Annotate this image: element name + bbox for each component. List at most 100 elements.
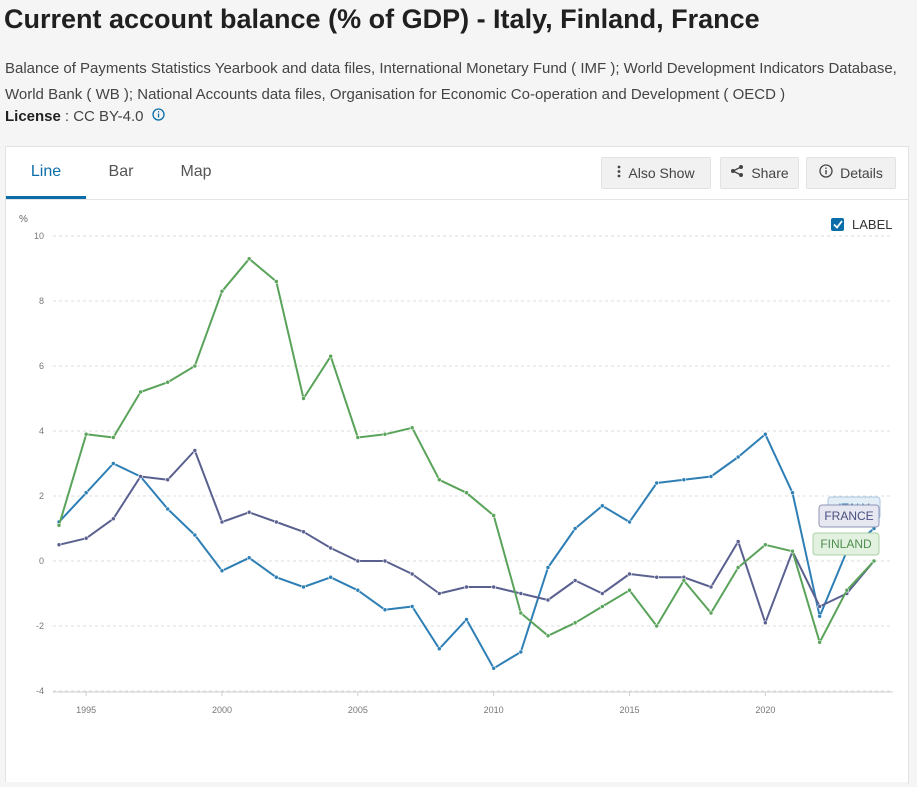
series-line-france [58, 449, 875, 624]
y-tick-label: 4 [39, 426, 44, 436]
data-point-finland [464, 490, 469, 496]
data-point-france [654, 574, 659, 580]
data-point-finland [111, 435, 116, 440]
data-point-france [763, 620, 768, 626]
data-point-finland [844, 587, 850, 593]
data-point-finland [708, 610, 714, 616]
tab-map[interactable]: Map [180, 163, 212, 180]
data-point-france [301, 529, 306, 535]
data-point-italy [83, 490, 89, 496]
data-point-italy [274, 574, 279, 580]
tab-line[interactable]: Line [6, 147, 86, 199]
view-tabs: Line Bar Map Also Show Share Details [6, 147, 908, 200]
data-point-finland [735, 565, 741, 570]
info-icon[interactable] [151, 108, 165, 125]
data-point-italy [735, 454, 741, 460]
data-point-finland [301, 396, 306, 401]
data-point-italy [491, 665, 496, 671]
data-point-france [817, 604, 822, 609]
data-point-france [491, 584, 496, 590]
data-sources: Balance of Payments Statistics Yearbook … [5, 60, 897, 103]
info-circle-icon [819, 157, 833, 189]
data-point-italy [301, 584, 306, 590]
data-point-finland [83, 431, 89, 437]
data-point-france [219, 519, 225, 525]
series-end-label-box [812, 532, 880, 556]
series-end-label-france: FRANCE [818, 504, 880, 528]
data-point-finland [681, 578, 687, 583]
data-point-italy [817, 613, 822, 619]
data-point-italy [111, 461, 116, 466]
series-end-label-text: FINLAND [820, 537, 872, 551]
x-tick-label: 2010 [484, 705, 504, 715]
data-point-italy [382, 607, 388, 613]
details-button[interactable]: Details [806, 157, 896, 189]
y-tick-label: 0 [39, 556, 44, 566]
data-point-italy [654, 480, 659, 486]
data-point-finland [409, 425, 415, 431]
data-point-france [111, 516, 116, 522]
data-point-italy [681, 477, 687, 483]
data-point-finland [246, 256, 252, 262]
data-point-france [518, 591, 524, 596]
data-point-france [627, 571, 632, 577]
data-point-france [600, 591, 605, 596]
x-tick-label: 2020 [755, 705, 775, 715]
series-end-label-box [818, 504, 880, 528]
data-point-finland [56, 522, 62, 528]
data-point-italy [246, 555, 252, 561]
label-toggle[interactable]: LABEL [831, 217, 892, 232]
data-point-france [274, 519, 279, 525]
data-point-france [409, 571, 415, 577]
data-point-finland [165, 379, 170, 385]
data-point-italy [355, 587, 361, 593]
data-point-italy [165, 506, 170, 512]
footer-divider [5, 782, 907, 787]
x-tick-label: 2000 [212, 705, 232, 715]
data-point-finland [437, 477, 442, 483]
share-icon [730, 157, 744, 189]
data-point-italy [763, 431, 768, 437]
data-point-italy [790, 490, 795, 496]
x-tick-label: 2015 [619, 705, 639, 715]
y-tick-label: -2 [36, 621, 44, 631]
also-show-button[interactable]: Also Show [601, 157, 711, 189]
data-point-finland [219, 288, 225, 294]
data-point-italy [409, 604, 415, 609]
data-point-finland [518, 610, 524, 616]
license-value: : CC BY-4.0 [64, 108, 144, 125]
data-point-finland [817, 639, 822, 645]
data-point-france [464, 584, 469, 590]
data-point-finland [274, 279, 279, 284]
data-point-finland [138, 389, 143, 395]
share-label: Share [751, 165, 789, 181]
data-point-france [246, 509, 252, 515]
x-tick-label: 1995 [76, 705, 96, 715]
data-point-france [165, 477, 170, 483]
data-point-finland [572, 620, 578, 626]
data-point-italy [192, 532, 198, 538]
data-point-france [735, 539, 741, 544]
data-point-finland [600, 604, 605, 609]
license-line: License : CC BY-4.0 [5, 108, 165, 125]
share-button[interactable]: Share [720, 157, 799, 189]
tab-bar[interactable]: Bar [108, 163, 134, 180]
data-point-italy [545, 565, 551, 570]
license-label: License [5, 108, 61, 125]
data-point-finland [545, 633, 551, 639]
checkbox-checked-icon[interactable] [831, 218, 844, 231]
y-tick-label: 2 [39, 491, 44, 501]
data-point-finland [871, 558, 877, 564]
data-point-france [138, 474, 143, 479]
data-point-finland [790, 548, 795, 554]
details-label: Details [840, 165, 883, 181]
data-point-italy [518, 649, 524, 655]
more-vertical-icon [617, 157, 621, 189]
data-point-finland [627, 587, 632, 593]
data-point-italy [708, 474, 714, 479]
data-point-finland [382, 431, 388, 437]
data-point-italy [437, 646, 442, 652]
series-end-label-text: FRANCE [824, 509, 873, 523]
line-chart: %1086420-2-4199520002005201020152020ITAL… [19, 214, 893, 715]
data-point-france [83, 535, 89, 541]
